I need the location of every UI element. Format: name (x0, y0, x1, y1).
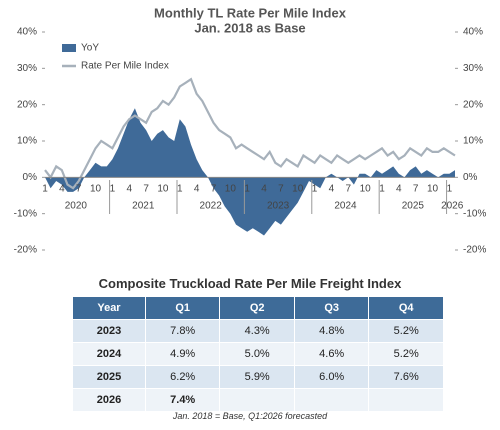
y-tick-label: 20% (17, 99, 37, 110)
table-cell: 7.4% (144, 388, 221, 412)
x-tick-label: 10 (157, 184, 169, 195)
x-tick-label: 10 (427, 184, 439, 195)
table-cell: 2025 (72, 365, 146, 389)
header-cell: Q4 (368, 296, 444, 320)
year-label: 2022 (200, 201, 223, 212)
y2-tick-label: 10% (463, 136, 483, 147)
y-tick-label: 30% (17, 63, 37, 74)
table-cell (368, 388, 444, 412)
x-tick-label: 1 (110, 184, 116, 195)
table-cell: 5.9% (219, 365, 295, 389)
y-tick-label: -20% (14, 245, 37, 256)
table-row: 2026 7.4% (72, 388, 444, 412)
y2-tick-label: -10% (463, 208, 486, 219)
header-cell: Year (72, 296, 146, 320)
legend-label: YoY (81, 43, 99, 54)
x-tick-label: 10 (90, 184, 102, 195)
x-tick-label: 10 (225, 184, 237, 195)
year-label: 2020 (65, 201, 88, 212)
chart-title: Monthly TL Rate Per Mile Index (154, 5, 347, 20)
table-cell: 4.6% (293, 342, 370, 366)
x-tick-label: 4 (194, 184, 200, 195)
x-tick-label: 4 (59, 184, 65, 195)
chart: Monthly TL Rate Per Mile Index Jan. 2018… (14, 5, 487, 256)
table-note: Jan. 2018 = Base, Q1:2026 forecasted (172, 411, 328, 421)
table-cell (219, 388, 295, 412)
table-cell (293, 388, 370, 412)
year-label: 2023 (267, 201, 290, 212)
x-tick-label: 1 (177, 184, 183, 195)
y2-tick-label: 0% (463, 172, 478, 183)
header-cell: Q1 (144, 296, 221, 320)
x-tick-label: 1 (42, 184, 48, 195)
x-tick-label: 1 (244, 184, 250, 195)
table-cell: 7.8% (144, 319, 221, 343)
x-tick-label: 4 (126, 184, 132, 195)
x-tick-label: 7 (76, 184, 82, 195)
y2-tick-label: -20% (463, 245, 486, 256)
y2-tick-label: 20% (463, 99, 483, 110)
y-tick-label: -10% (14, 208, 37, 219)
x-tick-label: 1 (447, 184, 453, 195)
yoy-area (45, 108, 455, 236)
x-tick-label: 1 (379, 184, 385, 195)
x-tick-label: 10 (360, 184, 372, 195)
table-cell: 2026 (72, 388, 146, 412)
y-tick-label: 10% (17, 136, 37, 147)
x-tick-label: 7 (278, 184, 284, 195)
year-label: 2025 (402, 201, 425, 212)
x-tick-label: 4 (261, 184, 267, 195)
chart-subtitle: Jan. 2018 as Base (194, 20, 305, 35)
table-cell: 4.3% (219, 319, 295, 343)
y2-tick-label: 40% (463, 27, 483, 38)
x-tick-label: 1 (312, 184, 318, 195)
table-row: 2025 6.2% 5.9% 6.0% 7.6% (72, 365, 444, 389)
x-tick-label: 7 (346, 184, 352, 195)
y2-tick-label: 30% (463, 63, 483, 74)
index-line (44, 77, 456, 190)
table-cell: 2023 (72, 319, 146, 343)
y-tick-label: 0% (23, 172, 38, 183)
year-label: 2021 (132, 201, 155, 212)
header-cell: Q3 (293, 296, 370, 320)
table-cell: 5.2% (368, 342, 444, 366)
x-tick-label: 4 (396, 184, 402, 195)
x-tick-label: 7 (413, 184, 419, 195)
table-row: 2024 4.9% 5.0% 4.6% 5.2% (72, 342, 444, 366)
table-cell: 4.8% (293, 319, 370, 343)
table: Year Q1 Q2 Q3 Q4 2023 7.8% 4.3% 4.8% 5.2% 2024 4.9%… (72, 296, 444, 412)
table-cell: 2024 (72, 342, 146, 366)
y-tick-label: 40% (17, 27, 37, 38)
x-tick-label: 10 (292, 184, 304, 195)
table-cell: 6.0% (293, 365, 370, 389)
x-tick-label: 7 (143, 184, 149, 195)
legend-label: Rate Per Mile Index (81, 61, 169, 72)
year-label: 2026 (441, 201, 464, 212)
table-cell: 5.0% (219, 342, 295, 366)
year-label: 2024 (334, 201, 357, 212)
table-title: Composite Truckload Rate Per Mile Freigh… (98, 276, 402, 291)
header-cell: Q2 (219, 296, 295, 320)
legend-swatch (62, 44, 76, 52)
table-row: 2023 7.8% 4.3% 4.8% 5.2% (72, 319, 444, 343)
x-tick-label: 7 (211, 184, 217, 195)
table-cell: 7.6% (368, 365, 444, 389)
table-cell: 6.2% (144, 365, 221, 389)
table-cell: 5.2% (368, 319, 444, 343)
table-cell: 4.9% (144, 342, 221, 366)
x-tick-label: 4 (329, 184, 335, 195)
